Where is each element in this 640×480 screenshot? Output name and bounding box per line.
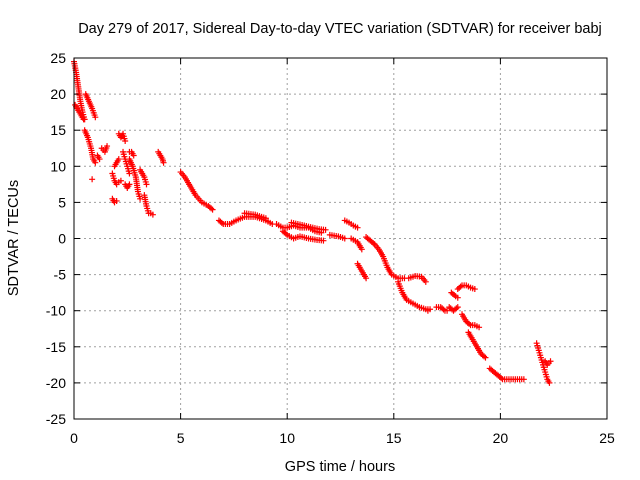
y-tick-label: 5: [58, 194, 66, 210]
data-point: [482, 354, 489, 361]
y-tick-label: -15: [46, 339, 66, 355]
x-tick-label: 25: [599, 430, 615, 446]
data-point: [547, 358, 554, 365]
data-point: [320, 237, 327, 244]
data-point: [143, 181, 150, 188]
data-points: [71, 58, 554, 386]
data-point: [92, 159, 99, 166]
y-tick-label: 0: [58, 231, 66, 247]
data-point: [126, 170, 133, 177]
data-point: [115, 156, 122, 163]
x-axis-label: GPS time / hours: [285, 459, 395, 475]
data-point: [92, 114, 99, 121]
data-point: [117, 177, 124, 184]
y-tick-label: 10: [50, 158, 66, 174]
chart-title: Day 279 of 2017, Sidereal Day-to-day VTE…: [78, 21, 602, 37]
x-tick-label: 15: [386, 430, 402, 446]
y-tick-labels: 25 20 15 10 5 0 -5 -10 -15 -20 -25: [46, 50, 66, 427]
y-tick-label: -10: [46, 303, 66, 319]
y-tick-label: -25: [46, 411, 66, 427]
data-point: [322, 226, 329, 233]
data-point: [354, 224, 361, 231]
data-point: [113, 197, 120, 204]
data-point: [149, 211, 156, 218]
data-point: [444, 307, 451, 314]
data-point: [546, 379, 553, 386]
data-point: [476, 324, 483, 331]
data-point: [422, 278, 429, 285]
x-tick-label: 5: [177, 430, 185, 446]
data-point: [209, 206, 216, 213]
data-point: [104, 143, 111, 150]
data-point: [363, 275, 370, 282]
data-point: [424, 307, 431, 314]
y-tick-label: 20: [50, 86, 66, 102]
data-point: [341, 235, 348, 242]
data-point: [122, 138, 129, 145]
data-point: [80, 116, 87, 123]
x-tick-label: 0: [70, 430, 78, 446]
y-axis-label: SDTVAR / TECUs: [6, 180, 22, 296]
y-tick-label: 15: [50, 122, 66, 138]
data-point: [126, 181, 133, 188]
y-tick-label: 25: [50, 50, 66, 66]
data-point: [96, 156, 103, 163]
y-tick-label: -20: [46, 375, 66, 391]
data-point: [358, 246, 365, 253]
y-tick-label: -5: [54, 267, 67, 283]
data-point: [520, 376, 527, 383]
x-tick-label: 10: [279, 430, 295, 446]
x-tick-label: 20: [493, 430, 509, 446]
data-point: [471, 286, 478, 293]
data-point: [130, 152, 137, 159]
data-point: [160, 159, 167, 166]
x-tick-labels: 0 5 10 15 20 25: [70, 430, 615, 446]
data-point: [137, 195, 144, 202]
plot-frame: [73, 57, 608, 420]
data-point: [262, 215, 269, 222]
data-point: [89, 176, 96, 183]
data-point: [454, 294, 461, 301]
data-point: [454, 304, 461, 311]
